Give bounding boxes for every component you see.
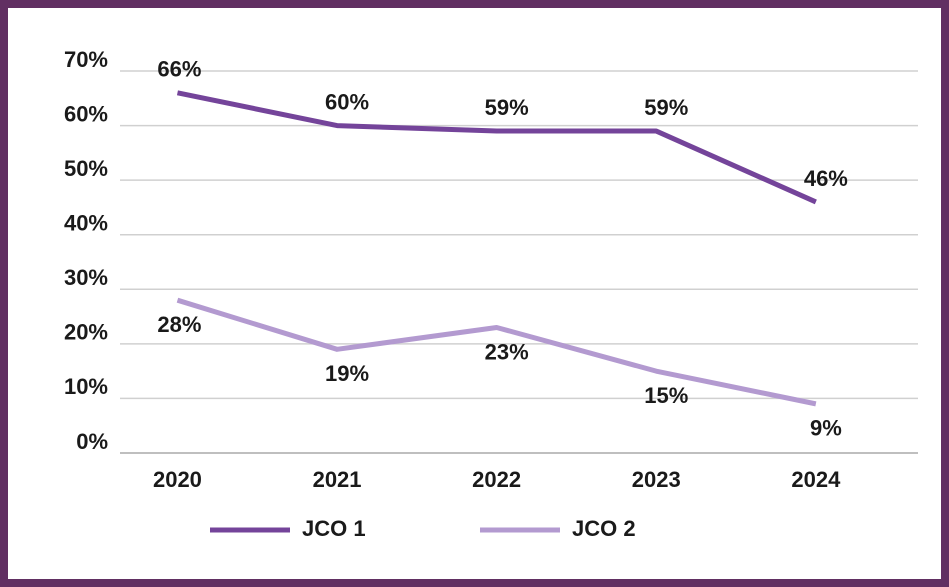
data-label: 28%	[157, 312, 201, 337]
x-tick-label: 2022	[472, 467, 521, 492]
legend-label: JCO 2	[572, 516, 636, 541]
y-tick-label: 20%	[64, 320, 108, 345]
data-label: 19%	[325, 361, 369, 386]
x-tick-label: 2020	[153, 467, 202, 492]
x-tick-label: 2023	[632, 467, 681, 492]
series-line	[176, 297, 817, 407]
y-tick-label: 40%	[64, 211, 108, 236]
data-label: 23%	[485, 339, 529, 364]
data-label: 9%	[810, 416, 842, 441]
y-tick-label: 30%	[64, 265, 108, 290]
y-tick-label: 50%	[64, 156, 108, 181]
x-tick-label: 2024	[791, 467, 841, 492]
data-label: 60%	[325, 89, 369, 114]
data-label: 59%	[485, 95, 529, 120]
data-label: 59%	[644, 95, 688, 120]
y-tick-label: 60%	[64, 101, 108, 126]
legend-label: JCO 1	[302, 516, 366, 541]
y-tick-label: 70%	[64, 47, 108, 72]
series-line	[176, 90, 817, 205]
data-label: 66%	[157, 57, 201, 82]
data-label: 15%	[644, 383, 688, 408]
y-tick-label: 10%	[64, 374, 108, 399]
x-tick-label: 2021	[313, 467, 362, 492]
data-label: 46%	[804, 166, 848, 191]
y-tick-label: 0%	[76, 429, 108, 454]
